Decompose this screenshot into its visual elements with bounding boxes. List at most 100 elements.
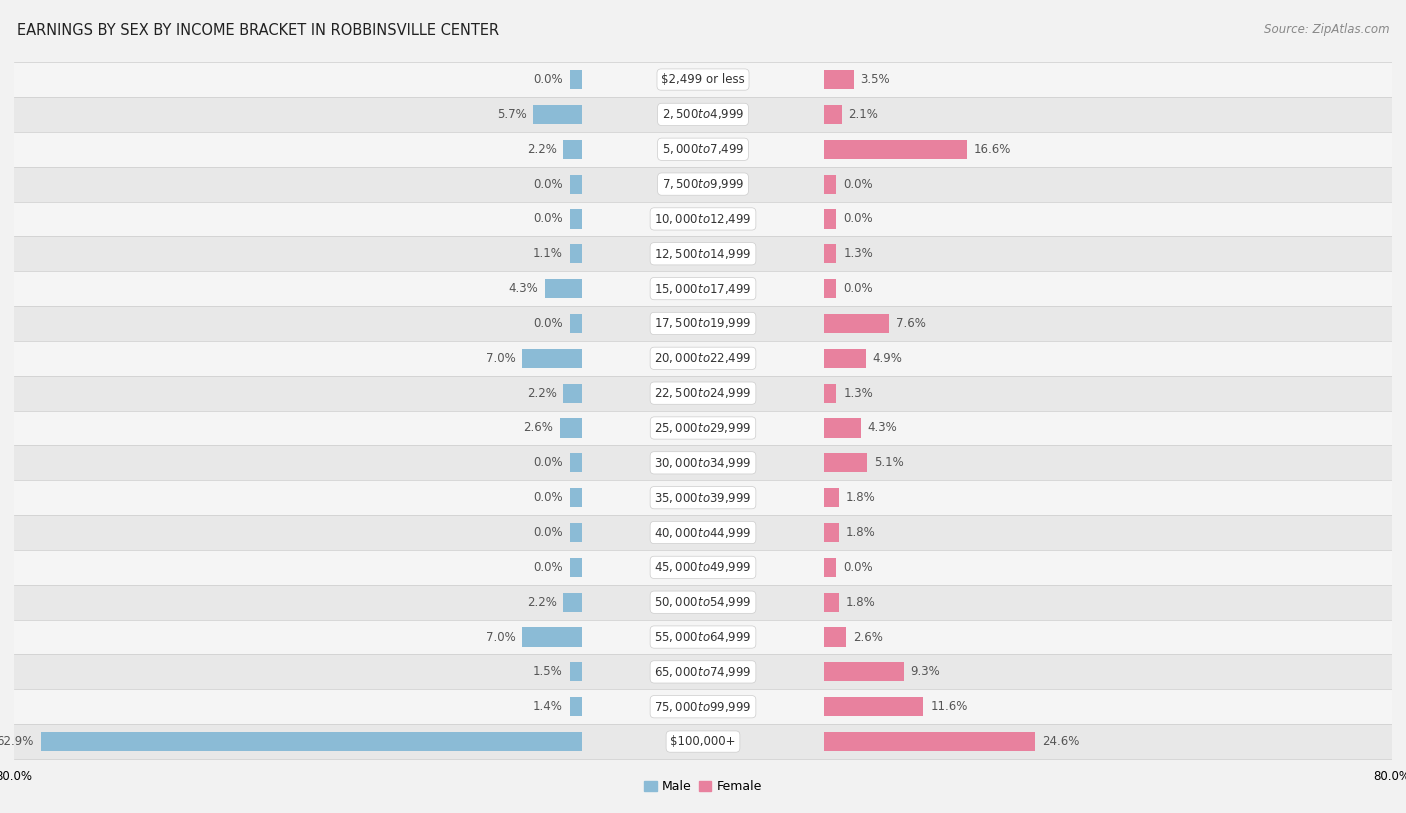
Text: $75,000 to $99,999: $75,000 to $99,999 (654, 700, 752, 714)
Text: EARNINGS BY SEX BY INCOME BRACKET IN ROBBINSVILLE CENTER: EARNINGS BY SEX BY INCOME BRACKET IN ROB… (17, 23, 499, 37)
Text: 1.4%: 1.4% (533, 700, 562, 713)
Text: 1.3%: 1.3% (844, 247, 873, 260)
Text: 1.5%: 1.5% (533, 665, 562, 678)
Text: 2.1%: 2.1% (849, 108, 879, 121)
Bar (14, 97, 1392, 132)
Text: $45,000 to $49,999: $45,000 to $49,999 (654, 560, 752, 574)
Bar (824, 663, 904, 681)
Bar (569, 244, 582, 263)
Text: 0.0%: 0.0% (533, 526, 562, 539)
Text: $12,500 to $14,999: $12,500 to $14,999 (654, 247, 752, 261)
Bar (14, 480, 1392, 515)
Text: 5.1%: 5.1% (875, 456, 904, 469)
Text: $40,000 to $44,999: $40,000 to $44,999 (654, 525, 752, 540)
Bar (569, 314, 582, 333)
Bar (14, 202, 1392, 237)
Bar (824, 384, 837, 402)
Text: 4.3%: 4.3% (509, 282, 538, 295)
Bar (569, 698, 582, 716)
Bar (824, 140, 966, 159)
Bar (824, 244, 837, 263)
Bar (14, 620, 1392, 654)
Text: 0.0%: 0.0% (533, 456, 562, 469)
Text: 0.0%: 0.0% (533, 317, 562, 330)
Text: $15,000 to $17,499: $15,000 to $17,499 (654, 281, 752, 296)
Text: 0.0%: 0.0% (844, 177, 873, 190)
Text: 4.9%: 4.9% (873, 352, 903, 365)
Text: 4.3%: 4.3% (868, 421, 897, 434)
Bar (824, 523, 839, 542)
Bar (564, 384, 582, 402)
Text: 2.2%: 2.2% (527, 143, 557, 156)
Bar (824, 593, 839, 611)
Text: $50,000 to $54,999: $50,000 to $54,999 (654, 595, 752, 609)
Text: 16.6%: 16.6% (973, 143, 1011, 156)
Text: 24.6%: 24.6% (1042, 735, 1080, 748)
Bar (569, 70, 582, 89)
Text: $22,500 to $24,999: $22,500 to $24,999 (654, 386, 752, 400)
Text: 7.0%: 7.0% (485, 352, 515, 365)
Bar (14, 376, 1392, 411)
Text: $30,000 to $34,999: $30,000 to $34,999 (654, 456, 752, 470)
Bar (824, 105, 842, 124)
Bar (14, 550, 1392, 585)
Text: 2.6%: 2.6% (853, 631, 883, 644)
Text: $100,000+: $100,000+ (671, 735, 735, 748)
Bar (569, 209, 582, 228)
Bar (14, 167, 1392, 202)
Bar (14, 341, 1392, 376)
Bar (14, 515, 1392, 550)
Text: 5.7%: 5.7% (496, 108, 526, 121)
Bar (522, 349, 582, 367)
Text: 1.3%: 1.3% (844, 387, 873, 400)
Bar (14, 446, 1392, 480)
Text: $7,500 to $9,999: $7,500 to $9,999 (662, 177, 744, 191)
Bar (569, 523, 582, 542)
Text: 1.8%: 1.8% (846, 526, 876, 539)
Bar (824, 698, 924, 716)
Bar (824, 628, 846, 646)
Bar (14, 132, 1392, 167)
Bar (14, 306, 1392, 341)
Bar (569, 175, 582, 193)
Text: $2,500 to $4,999: $2,500 to $4,999 (662, 107, 744, 121)
Bar (522, 628, 582, 646)
Legend: Male, Female: Male, Female (641, 776, 765, 797)
Text: $10,000 to $12,499: $10,000 to $12,499 (654, 212, 752, 226)
Bar (14, 585, 1392, 620)
Text: 1.8%: 1.8% (846, 596, 876, 609)
Text: $25,000 to $29,999: $25,000 to $29,999 (654, 421, 752, 435)
Text: 2.6%: 2.6% (523, 421, 553, 434)
Bar (824, 70, 853, 89)
Bar (569, 558, 582, 577)
Text: $20,000 to $22,499: $20,000 to $22,499 (654, 351, 752, 365)
Bar (14, 237, 1392, 272)
Text: $65,000 to $74,999: $65,000 to $74,999 (654, 665, 752, 679)
Bar (569, 488, 582, 507)
Text: 1.8%: 1.8% (846, 491, 876, 504)
Bar (14, 654, 1392, 689)
Text: $35,000 to $39,999: $35,000 to $39,999 (654, 491, 752, 505)
Bar (14, 272, 1392, 306)
Text: 0.0%: 0.0% (533, 561, 562, 574)
Text: 7.0%: 7.0% (485, 631, 515, 644)
Text: 0.0%: 0.0% (844, 282, 873, 295)
Bar (569, 454, 582, 472)
Text: 2.2%: 2.2% (527, 387, 557, 400)
Bar (824, 175, 837, 193)
Bar (824, 488, 839, 507)
Bar (564, 593, 582, 611)
Text: 62.9%: 62.9% (0, 735, 34, 748)
Bar (533, 105, 582, 124)
Text: 0.0%: 0.0% (533, 491, 562, 504)
Bar (824, 349, 866, 367)
Bar (824, 279, 837, 298)
Bar (560, 419, 582, 437)
Text: 0.0%: 0.0% (533, 212, 562, 225)
Bar (824, 419, 860, 437)
Text: 3.5%: 3.5% (860, 73, 890, 86)
Bar (14, 689, 1392, 724)
Bar (824, 558, 837, 577)
Text: $5,000 to $7,499: $5,000 to $7,499 (662, 142, 744, 156)
Text: $55,000 to $64,999: $55,000 to $64,999 (654, 630, 752, 644)
